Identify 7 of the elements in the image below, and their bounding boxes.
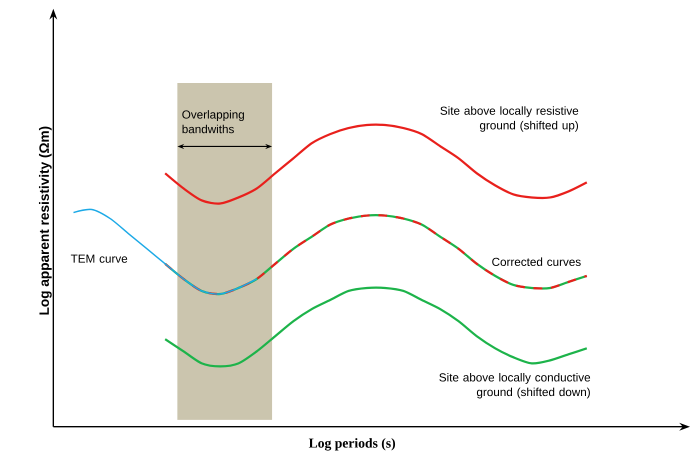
text: Site above locally conductive ground (shifted down) [439,373,590,399]
series-label: Site above locally resistive ground (shifted up) [440,106,578,132]
annotation: Overlapping bandwiths [182,110,244,134]
series-label: Corrected curves [492,258,581,266]
series-label: TEM curve [70,254,128,263]
y-axis-title: Log apparent resistivity (Ωm) [38,126,52,315]
x-axis-title: Log periods (s) [308,438,396,451]
